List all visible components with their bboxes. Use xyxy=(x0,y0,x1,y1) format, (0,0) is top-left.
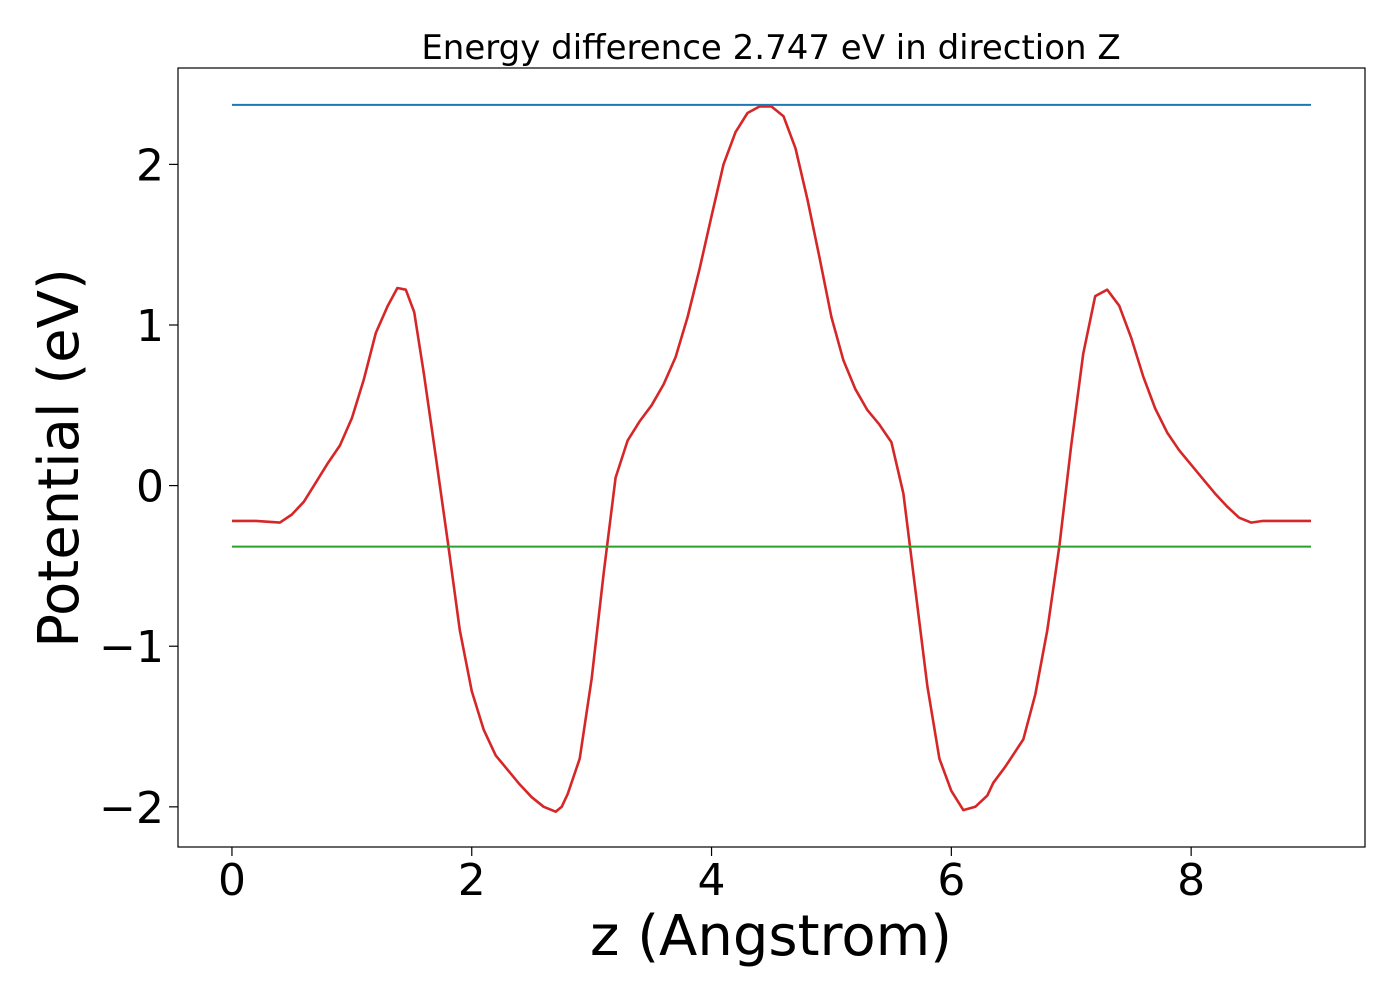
y-axis: −2 −1 0 1 2 xyxy=(99,140,178,834)
x-tick-label: 4 xyxy=(698,855,726,906)
x-tick-label: 0 xyxy=(218,855,246,906)
chart-title: Energy difference 2.747 eV in direction … xyxy=(421,28,1120,68)
x-tick-label: 6 xyxy=(937,855,965,906)
x-axis: 0 2 4 6 8 xyxy=(218,847,1205,906)
y-tick-label: 2 xyxy=(136,140,164,191)
y-tick-label: 1 xyxy=(136,301,164,352)
x-axis-label: z (Angstrom) xyxy=(590,904,952,969)
plot-frame xyxy=(177,67,1366,848)
y-axis-label: Potential (eV) xyxy=(27,268,92,648)
x-tick-label: 8 xyxy=(1177,855,1205,906)
series-line-0 xyxy=(232,105,1311,814)
y-tick-label: −2 xyxy=(99,783,164,834)
y-tick-label: 0 xyxy=(136,462,164,513)
series-layer xyxy=(232,103,1311,814)
y-tick-label: −1 xyxy=(99,622,164,673)
x-tick-label: 2 xyxy=(458,855,486,906)
